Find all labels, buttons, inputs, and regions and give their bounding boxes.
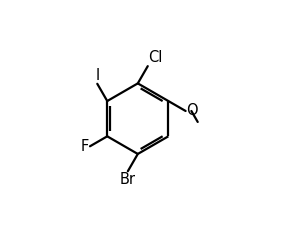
Text: F: F — [81, 139, 89, 154]
Text: O: O — [186, 103, 198, 118]
Text: I: I — [95, 68, 99, 83]
Text: Br: Br — [120, 172, 136, 187]
Text: Cl: Cl — [149, 51, 163, 65]
